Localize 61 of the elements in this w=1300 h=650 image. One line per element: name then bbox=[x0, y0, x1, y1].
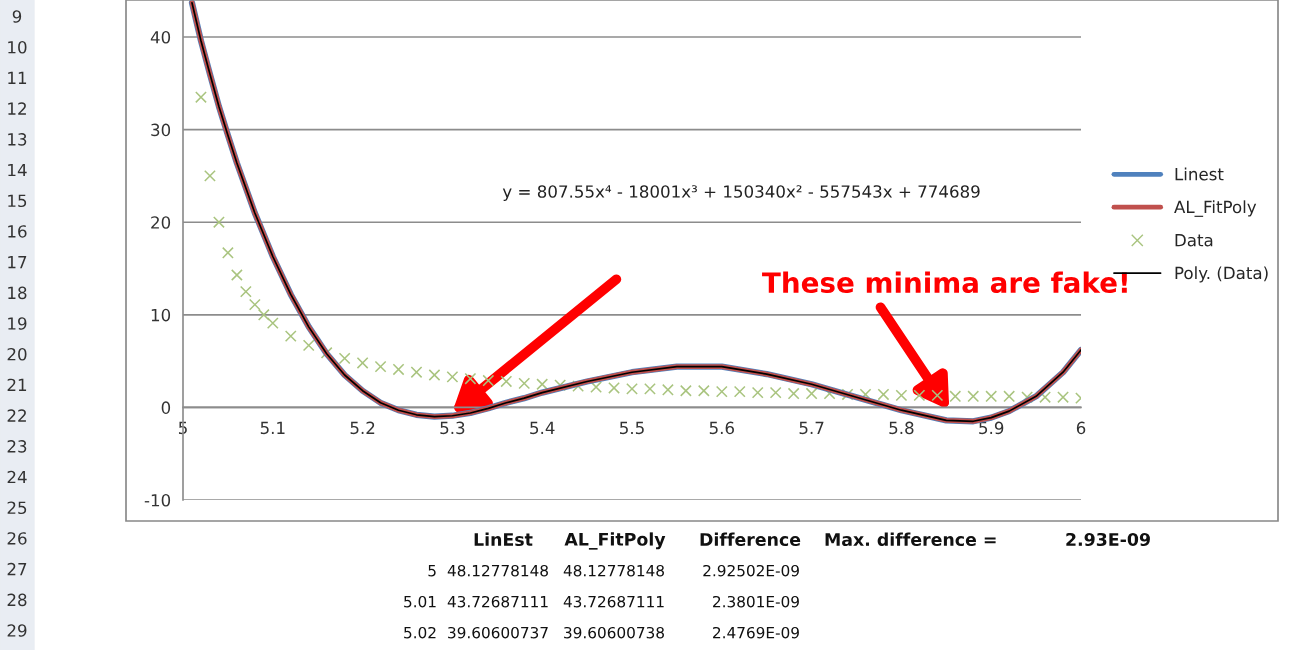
text: 27 bbox=[7, 562, 27, 576]
text: 21 bbox=[7, 378, 27, 391]
text: 48.12778148 bbox=[447, 564, 548, 577]
legend-label: AL_FitPoly bbox=[1174, 200, 1257, 217]
annotation: These minima are fake! bbox=[762, 271, 1127, 294]
y-tick-label: -10 bbox=[144, 493, 171, 507]
text: 14 bbox=[8, 163, 27, 177]
text: 2.4769E-09 bbox=[713, 626, 799, 639]
x-tick-label: 5.6 bbox=[709, 421, 734, 435]
text: 28 bbox=[7, 593, 27, 607]
text: 39.60600737 bbox=[448, 626, 548, 639]
text: 26 bbox=[7, 532, 27, 545]
annotation: y = 807.55x⁴ - 18001x³ + 150340x² - 557543x + 774689 bbox=[502, 185, 980, 202]
text: 43.72687111 bbox=[447, 595, 548, 608]
x-tick-label: 5.8 bbox=[889, 421, 914, 435]
y-tick-label: 10 bbox=[151, 308, 171, 322]
y-tick-label: 20 bbox=[151, 216, 171, 229]
text: LinEst bbox=[474, 532, 533, 547]
text: 24 bbox=[7, 470, 27, 484]
text: 5 bbox=[428, 565, 436, 577]
text: 48.12778148 bbox=[563, 564, 664, 577]
text: 19 bbox=[8, 317, 27, 330]
text: 18 bbox=[8, 286, 27, 300]
text: 13 bbox=[8, 133, 27, 146]
text: 20 bbox=[7, 347, 27, 361]
text: 2.93E-09 bbox=[1066, 532, 1150, 547]
x-tick-label: 5.4 bbox=[530, 421, 555, 435]
text: 29 bbox=[7, 624, 27, 637]
x-tick-label: 5.1 bbox=[260, 421, 285, 435]
text: AL_FitPoly bbox=[564, 532, 666, 550]
text: 9 bbox=[12, 10, 22, 23]
text: 17 bbox=[8, 256, 27, 269]
text: 25 bbox=[7, 501, 27, 515]
text: 43.72687111 bbox=[563, 595, 664, 608]
x-tick-label: 5.5 bbox=[620, 421, 644, 435]
text: 10 bbox=[8, 40, 27, 54]
text: Max. difference = bbox=[825, 532, 996, 547]
x-tick-label: 5.3 bbox=[440, 421, 465, 435]
text: 23 bbox=[7, 440, 27, 453]
text: 16 bbox=[8, 225, 27, 238]
text: 5.02 bbox=[404, 626, 436, 639]
text: Difference bbox=[700, 532, 801, 547]
text: 2.92502E-09 bbox=[703, 564, 799, 577]
y-tick-label: 0 bbox=[161, 401, 171, 414]
x-tick-label: 5.2 bbox=[350, 421, 375, 435]
text: 39.60600738 bbox=[564, 626, 664, 639]
text: 15 bbox=[8, 194, 27, 208]
text: 11 bbox=[8, 71, 27, 84]
legend-label: Data bbox=[1175, 234, 1213, 247]
y-tick-label: 40 bbox=[150, 31, 171, 44]
text: 12 bbox=[8, 102, 26, 115]
text: 22 bbox=[7, 409, 26, 422]
text: 5.01 bbox=[404, 595, 436, 608]
x-tick-label: 5.7 bbox=[799, 421, 824, 435]
y-tick-label: 30 bbox=[151, 123, 171, 137]
legend-label: Linest bbox=[1175, 167, 1224, 181]
text: 2.3801E-09 bbox=[713, 595, 799, 608]
x-tick-label: 5.9 bbox=[979, 421, 1004, 435]
x-tick-label: 5 bbox=[178, 421, 187, 435]
x-tick-label: 6 bbox=[1076, 421, 1086, 435]
legend-label: Poly. (Data) bbox=[1175, 266, 1268, 283]
